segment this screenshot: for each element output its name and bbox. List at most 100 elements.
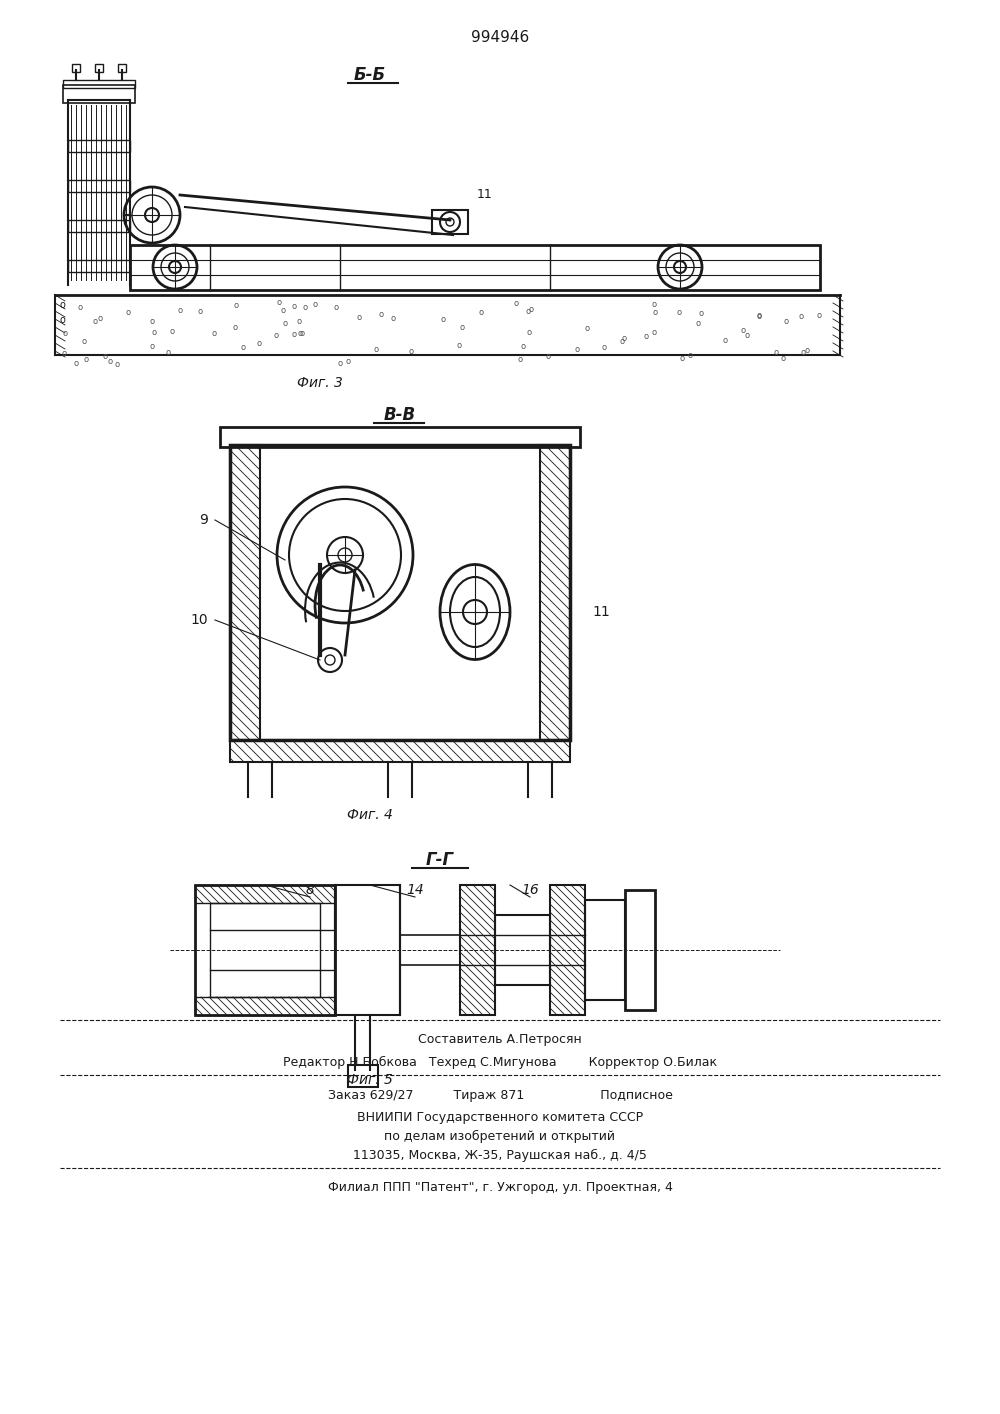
Text: o: o [302, 303, 307, 311]
Text: 8: 8 [306, 882, 314, 896]
Text: В-В: В-В [384, 406, 416, 424]
Text: o: o [621, 335, 626, 344]
Text: Фиг. 3: Фиг. 3 [297, 376, 343, 390]
Text: o: o [520, 342, 525, 351]
Text: o: o [92, 317, 97, 325]
Bar [230, 445, 260, 740]
Bar [63, 85, 135, 103]
Text: Заказ 629/27          Тираж 871                   Подписное: Заказ 629/27 Тираж 871 Подписное [328, 1089, 672, 1102]
Text: o: o [282, 320, 288, 328]
Text: o: o [584, 324, 589, 334]
Text: o: o [687, 352, 692, 361]
Text: o: o [77, 303, 82, 311]
Text: o: o [240, 342, 246, 352]
Text: o: o [257, 338, 262, 348]
Text: o: o [478, 307, 484, 317]
Text: o: o [816, 311, 822, 320]
Text: o: o [801, 348, 806, 358]
Bar [195, 997, 335, 1015]
Text: o: o [292, 329, 297, 338]
Text: o: o [602, 342, 607, 352]
Text: o: o [150, 318, 155, 327]
Text: o: o [150, 342, 155, 351]
Text: o: o [211, 329, 216, 338]
Bar [495, 915, 550, 986]
Text: o: o [460, 324, 465, 332]
Text: o: o [390, 314, 395, 324]
Text: o: o [619, 337, 624, 346]
Text: o: o [59, 300, 65, 310]
Text: o: o [277, 298, 282, 307]
Text: o: o [651, 328, 656, 337]
Text: o: o [783, 317, 789, 325]
Text: o: o [59, 315, 65, 325]
Bar [625, 889, 655, 1010]
Text: o: o [297, 329, 303, 338]
Text: Фиг. 4: Фиг. 4 [347, 807, 393, 822]
Text: o: o [756, 311, 761, 321]
Text: o: o [169, 327, 174, 337]
Text: Фиг. 5: Фиг. 5 [347, 1073, 393, 1087]
Text: по делам изобретений и открытий: по делам изобретений и открытий [384, 1130, 616, 1143]
Bar [540, 445, 570, 740]
Text: 9: 9 [199, 513, 208, 527]
Bar [195, 885, 335, 904]
Bar [348, 1065, 378, 1087]
Text: o: o [745, 331, 750, 339]
Text: o: o [197, 307, 203, 317]
Text: o: o [652, 308, 657, 317]
Bar [540, 445, 570, 740]
Text: 11: 11 [477, 188, 493, 202]
Text: o: o [529, 304, 534, 314]
Text: o: o [527, 328, 532, 337]
Bar [195, 997, 335, 1015]
Text: o: o [357, 312, 362, 322]
Text: o: o [457, 341, 462, 351]
Text: o: o [781, 354, 786, 362]
Text: o: o [126, 308, 131, 317]
Text: o: o [773, 348, 778, 356]
Text: 16: 16 [521, 882, 539, 896]
Bar [230, 740, 570, 762]
Bar [72, 64, 80, 72]
Text: Составитель А.Петросян: Составитель А.Петросян [418, 1034, 582, 1046]
Text: o: o [151, 328, 157, 337]
Bar [230, 445, 570, 740]
Text: o: o [62, 348, 67, 358]
Text: o: o [373, 345, 379, 354]
Text: o: o [722, 337, 727, 345]
Bar [195, 885, 335, 1015]
Text: o: o [379, 310, 384, 320]
Text: o: o [698, 310, 704, 318]
Text: o: o [545, 352, 550, 361]
Text: ВНИИПИ Государственного комитета СССР: ВНИИПИ Государственного комитета СССР [357, 1110, 643, 1124]
Text: o: o [178, 305, 183, 315]
Text: o: o [82, 337, 87, 346]
Text: o: o [333, 303, 339, 312]
Text: o: o [281, 305, 286, 315]
Text: 10: 10 [190, 614, 208, 626]
Bar [230, 740, 570, 762]
Text: o: o [115, 359, 120, 369]
Text: o: o [651, 300, 656, 310]
Text: 14: 14 [406, 882, 424, 896]
Bar [550, 885, 585, 1015]
Text: o: o [73, 359, 78, 368]
Bar [460, 885, 495, 1015]
Text: o: o [297, 317, 302, 325]
Text: o: o [102, 352, 107, 361]
Text: o: o [409, 346, 414, 355]
Text: o: o [518, 355, 523, 365]
Text: o: o [97, 314, 102, 322]
Bar [335, 885, 400, 1015]
Bar [68, 221, 130, 232]
Text: o: o [346, 358, 351, 366]
Text: o: o [696, 318, 701, 328]
Bar [130, 245, 820, 290]
Bar [230, 445, 260, 740]
Text: o: o [575, 345, 580, 354]
Text: o: o [108, 358, 113, 366]
Bar [210, 904, 320, 997]
Bar [585, 899, 625, 1000]
Bar [95, 64, 103, 72]
